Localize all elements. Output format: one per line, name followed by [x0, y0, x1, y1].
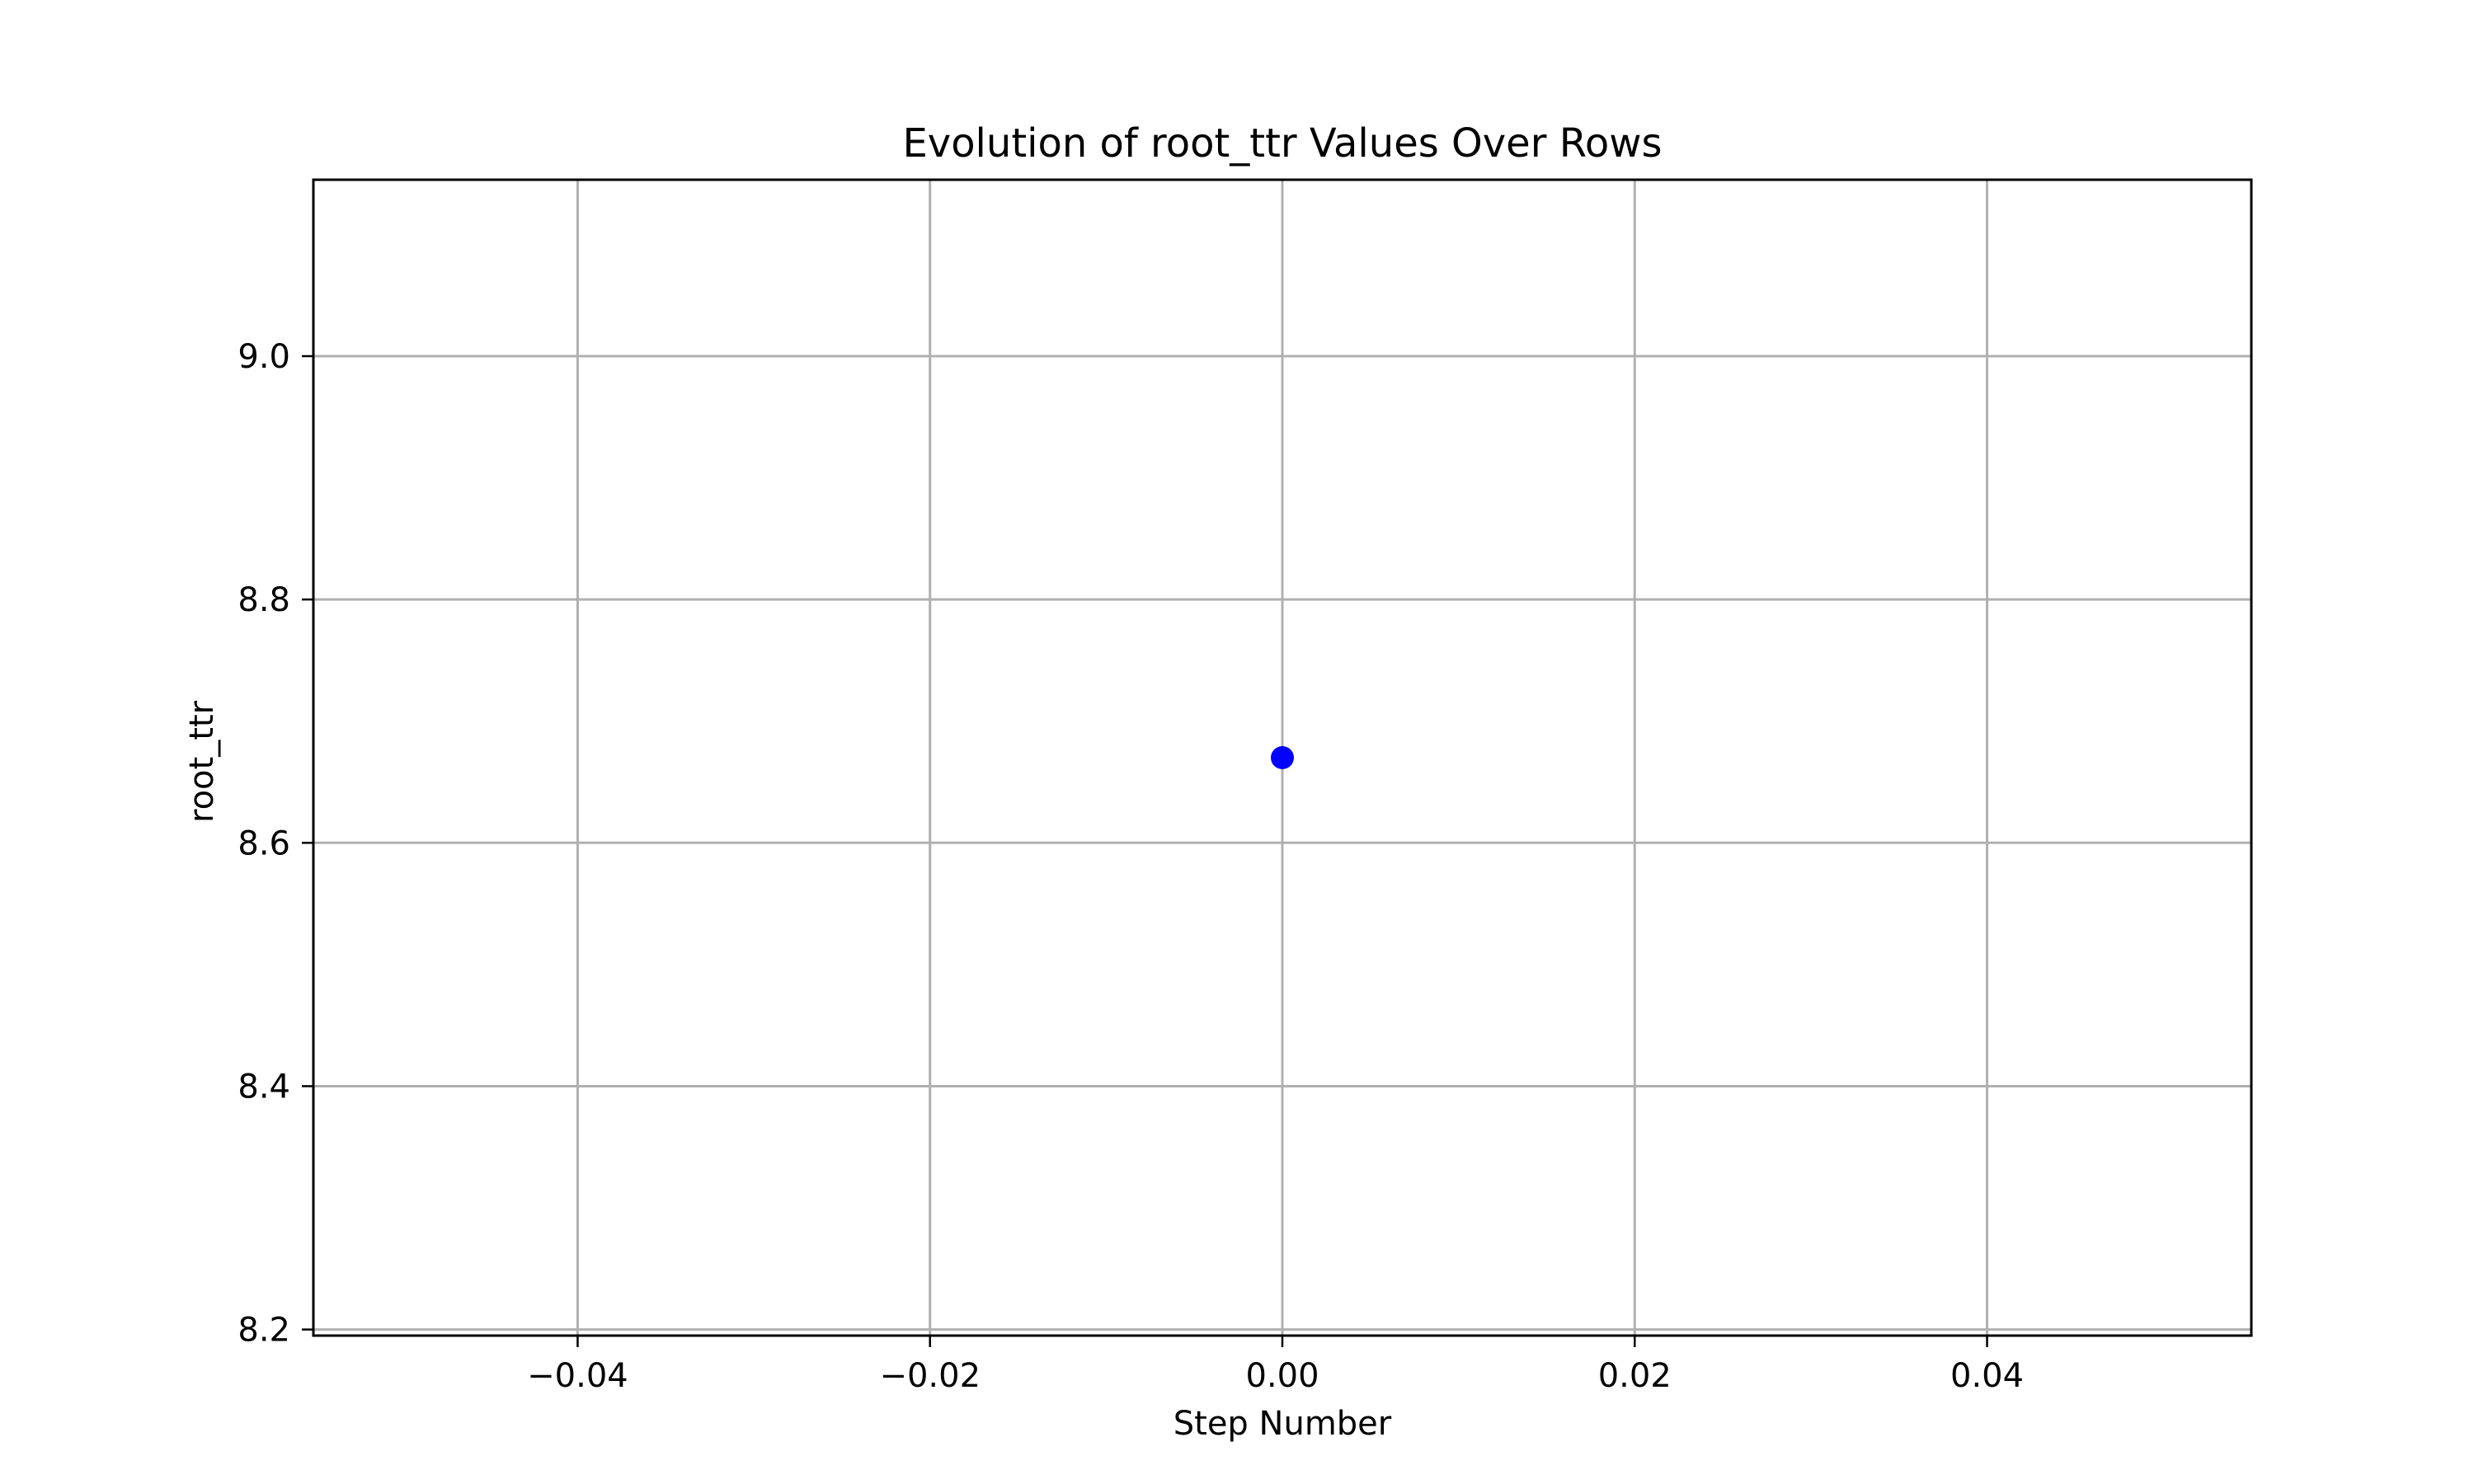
y-tick-label: 8.4	[238, 1068, 290, 1106]
x-tick-label: 0.04	[1950, 1357, 2024, 1395]
x-tick-label: 0.02	[1598, 1357, 1672, 1395]
y-tick-label: 8.6	[238, 824, 290, 862]
x-tick-labels: −0.04 −0.02 0.00 0.02 0.04	[527, 1357, 2024, 1395]
y-tick-label: 8.8	[238, 581, 290, 619]
chart-title: Evolution of root_ttr Values Over Rows	[902, 120, 1662, 167]
y-tick-labels: 8.2 8.4 8.6 8.8 9.0	[238, 338, 290, 1350]
x-tick-label: 0.00	[1245, 1357, 1319, 1395]
x-axis-label: Step Number	[1174, 1405, 1392, 1443]
y-tick-label: 9.0	[238, 338, 290, 376]
data-point	[1271, 746, 1294, 769]
y-tick-label: 8.2	[238, 1312, 290, 1350]
y-axis-label: root_ttr	[183, 700, 221, 823]
grid-layer	[313, 180, 2251, 1336]
data-points	[1271, 746, 1294, 769]
x-tick-label: −0.04	[527, 1357, 628, 1395]
x-tick-label: −0.02	[879, 1357, 981, 1395]
tick-marks	[302, 355, 1988, 1347]
